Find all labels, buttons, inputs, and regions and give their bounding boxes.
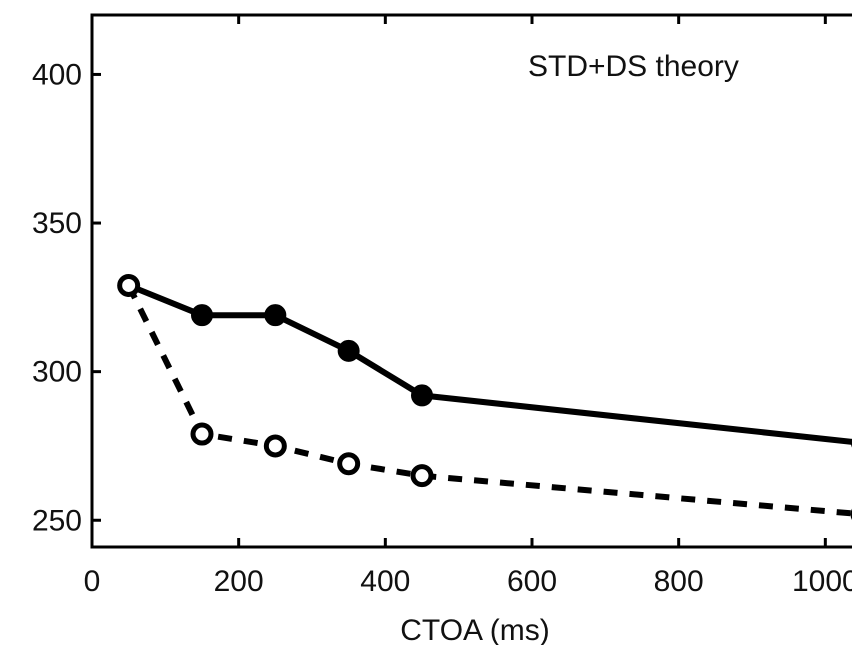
series-2-point [410, 464, 434, 488]
series-1-point [337, 339, 360, 362]
series-1-point [411, 384, 433, 407]
series-2-line [126, 284, 852, 517]
x-axis-ticks: 0 200 400 600 800 1000 [84, 15, 852, 598]
y-axis-ticks: 250 300 350 400 [32, 58, 101, 537]
series-2-point [190, 422, 214, 446]
x-tick-label: 0 [84, 565, 101, 598]
y-tick-label: 250 [32, 504, 82, 537]
series-1-point [191, 304, 213, 327]
plot-area [90, 13, 852, 549]
x-axis-title: CTOA (ms) [400, 614, 549, 645]
series-2-point [337, 452, 361, 476]
y-tick-label: 300 [32, 356, 82, 389]
x-tick-label: 400 [360, 565, 410, 598]
series-2-point [263, 434, 287, 458]
series-1-line [127, 282, 852, 445]
x-tick-label: 200 [214, 565, 264, 598]
y-tick-label: 350 [32, 207, 82, 240]
x-tick-label: 1000 [792, 565, 852, 598]
x-tick-label: 600 [507, 565, 557, 598]
y-tick-label: 400 [32, 58, 82, 91]
chart-annotation: STD+DS theory [528, 50, 739, 83]
series-2-point [117, 273, 141, 297]
series-1-point [264, 304, 287, 327]
x-tick-label: 800 [654, 565, 704, 598]
series-layer [117, 273, 852, 520]
